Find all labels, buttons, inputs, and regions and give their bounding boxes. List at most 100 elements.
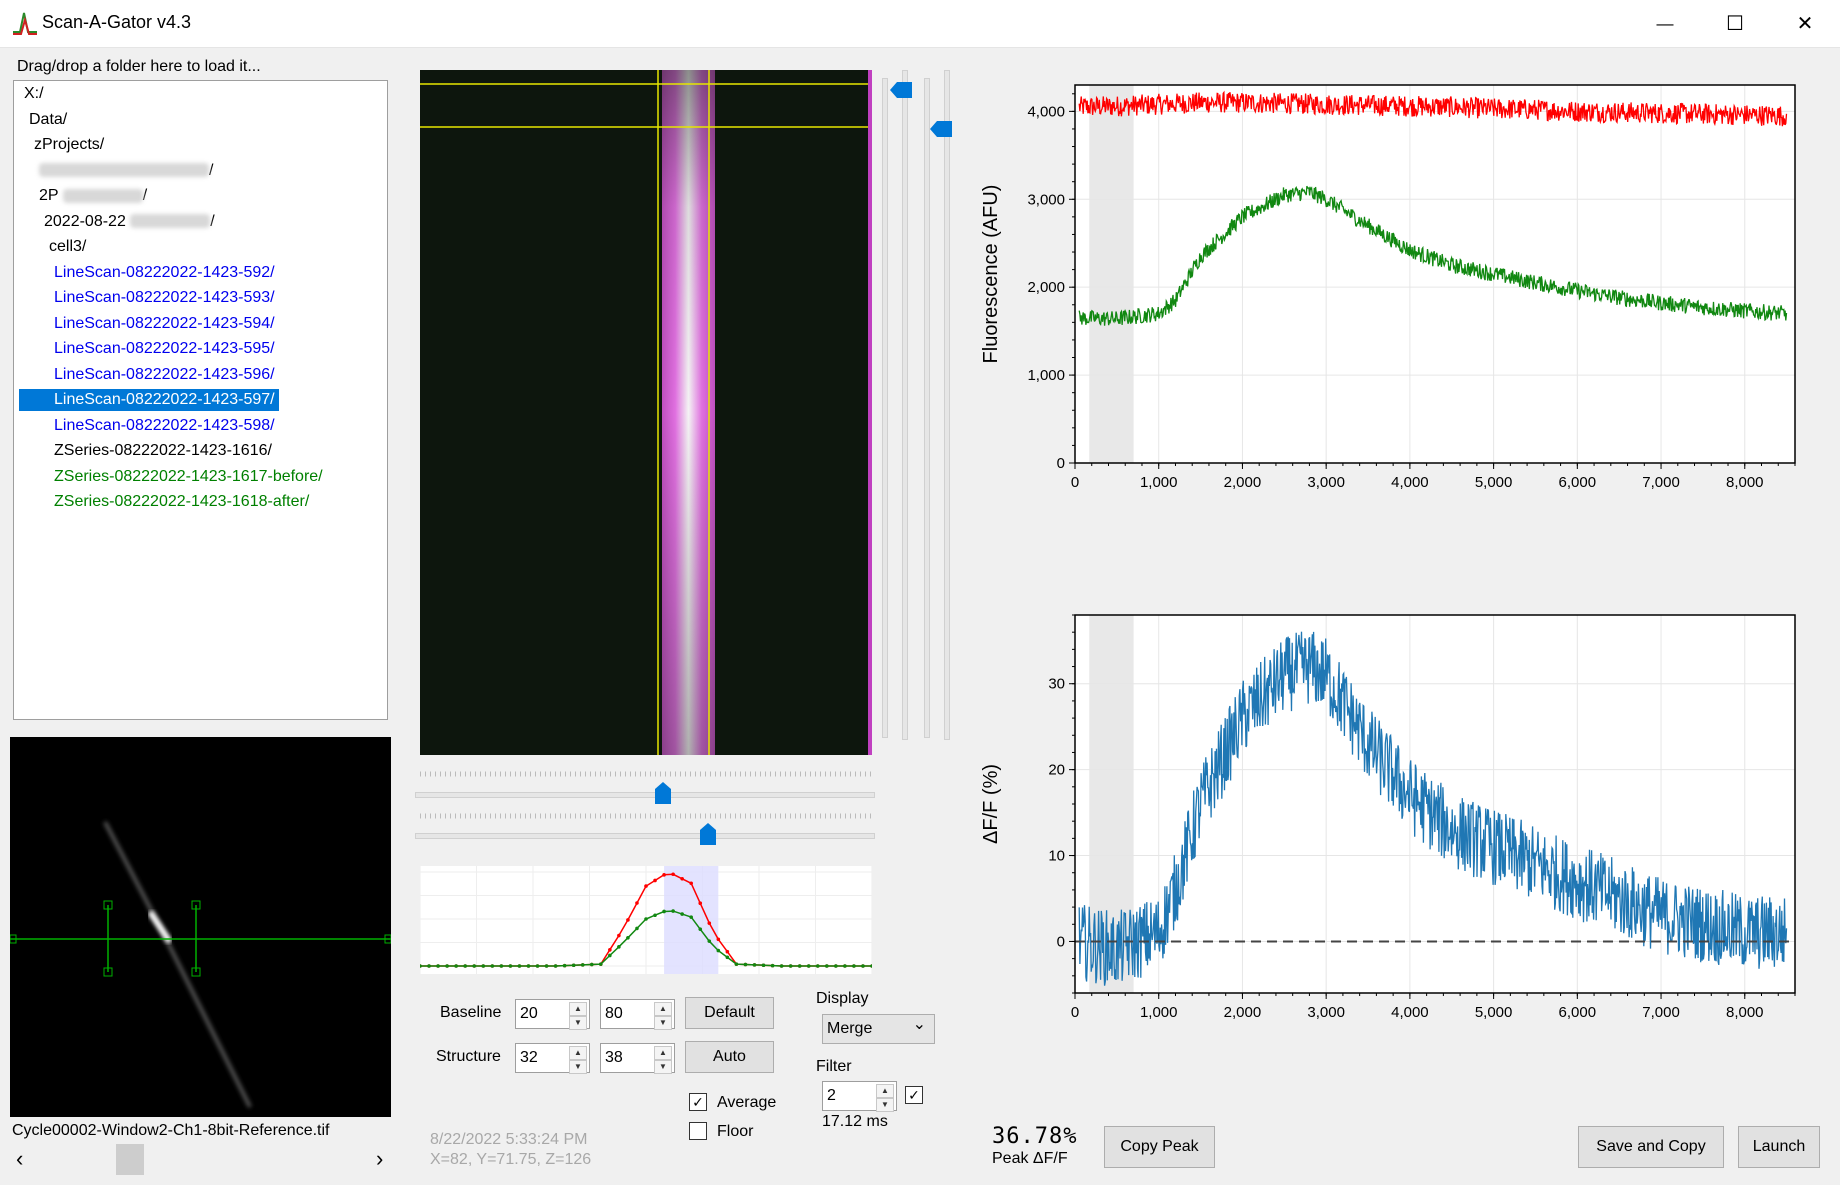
scrollbar-thumb[interactable] [116, 1144, 144, 1175]
signal-band-shade [662, 70, 715, 755]
baseline-end-thumb[interactable] [930, 121, 954, 137]
display-select[interactable]: Merge ⌄ [822, 1014, 935, 1044]
filter-enable-checkbox[interactable]: ✓ [905, 1086, 923, 1104]
folder-tree[interactable]: X:/ Data/zProjects/ / 2P / 2022-08-22 / cell3… [13, 80, 388, 720]
structure-max-stepper[interactable]: 38 ▲ ▼ [600, 1043, 675, 1074]
baseline-vslider-track[interactable] [902, 70, 908, 740]
tree-item[interactable]: LineScan-08222022-1423-592/ [54, 262, 275, 284]
profile-point [725, 955, 730, 960]
structure-min-stepper[interactable]: 32 ▲ ▼ [515, 1043, 590, 1074]
roi-handle[interactable] [103, 900, 113, 910]
tree-item[interactable]: LineScan-08222022-1423-594/ [54, 313, 275, 335]
profile-point [662, 873, 666, 877]
profile-point [716, 948, 721, 953]
spin-down-icon[interactable]: ▼ [654, 1016, 672, 1030]
tree-item-label: X:/ [24, 85, 44, 102]
roi-handle[interactable] [103, 967, 113, 977]
x-tick-label: 2,000 [1224, 1004, 1262, 1021]
plot-border [1074, 614, 1796, 994]
y-tick-label: 10 [1048, 848, 1065, 865]
maximize-icon: ☐ [1726, 13, 1744, 35]
roi-handle[interactable] [191, 967, 201, 977]
floor-checkbox[interactable] [689, 1122, 707, 1140]
x-tick-label: 5,000 [1475, 1004, 1513, 1021]
save-and-copy-button[interactable]: Save and Copy [1578, 1126, 1724, 1168]
baseline-vslider-track[interactable] [924, 78, 930, 738]
profile-point [662, 909, 666, 914]
linescan-edge [868, 70, 872, 755]
scroll-right-icon[interactable]: › [376, 1146, 384, 1171]
profile-point [526, 964, 531, 968]
horizontal-scrollbar[interactable]: ‹ › [10, 1142, 391, 1177]
default-button[interactable]: Default [685, 997, 774, 1029]
tree-item[interactable]: 2P / [39, 185, 147, 207]
tree-item[interactable]: LineScan-08222022-1423-593/ [54, 287, 275, 309]
filter-stepper[interactable]: 2 ▲ ▼ [822, 1081, 897, 1112]
baseline-min-stepper[interactable]: 20 ▲ ▼ [515, 999, 590, 1030]
dff-chart[interactable]: 0 1,000 2,000 3,000 4,000 5,000 6,000 7,000 8,00… [970, 600, 1810, 1080]
fluorescence-chart[interactable]: 0 1,000 2,000 3,000 4,000 5,000 6,000 7,000 8,00… [970, 70, 1810, 550]
spin-down-icon[interactable]: ▼ [654, 1060, 672, 1074]
tree-item[interactable]: ZSeries-08222022-1423-1616/ [54, 440, 272, 462]
spin-down-icon[interactable]: ▼ [569, 1060, 587, 1074]
profile-point [617, 945, 621, 949]
baseline-vslider-track[interactable] [882, 78, 888, 738]
structure-start-slider-track[interactable] [415, 792, 875, 798]
x-tick-label: 4,000 [1391, 474, 1429, 491]
spin-up-icon[interactable]: ▲ [654, 1046, 672, 1060]
slider-ticks [420, 771, 875, 777]
tree-item[interactable]: LineScan-08222022-1423-595/ [54, 338, 275, 360]
profile-point [454, 964, 458, 968]
y-tick-label: 4,000 [1027, 103, 1065, 120]
linescan-image[interactable] [420, 70, 872, 755]
roi-handle[interactable] [9, 934, 17, 944]
spin-down-icon[interactable]: ▼ [569, 1016, 587, 1030]
baseline-vslider-track[interactable] [944, 70, 950, 740]
baseline-start-thumb[interactable] [890, 82, 914, 98]
profile-point [797, 964, 802, 968]
profile-point [861, 964, 865, 968]
tree-item[interactable]: ZSeries-08222022-1423-1617-before/ [54, 466, 323, 488]
tree-item[interactable]: LineScan-08222022-1423-598/ [54, 415, 275, 437]
launch-button[interactable]: Launch [1738, 1126, 1820, 1168]
tree-item[interactable]: LineScan-08222022-1423-596/ [54, 364, 275, 386]
spin-up-icon[interactable]: ▲ [654, 1002, 672, 1016]
spin-up-icon[interactable]: ▲ [569, 1046, 587, 1060]
tree-item[interactable]: zProjects/ [34, 134, 104, 156]
x-tick-label: 0 [1071, 474, 1079, 491]
tree-item[interactable]: / [39, 160, 213, 182]
scroll-left-icon[interactable]: ‹ [16, 1146, 24, 1171]
y-tick-label: 30 [1048, 676, 1065, 693]
profile-point [716, 937, 721, 942]
tree-item[interactable]: cell3/ [49, 236, 86, 258]
baseline-max-value: 80 [605, 1005, 623, 1022]
close-button[interactable]: ✕ [1770, 0, 1840, 47]
minimize-button[interactable]: — [1630, 0, 1700, 47]
average-checkbox[interactable]: ✓ [689, 1093, 707, 1111]
roi-handle[interactable] [191, 900, 201, 910]
spin-up-icon[interactable]: ▲ [876, 1084, 894, 1098]
spin-down-icon[interactable]: ▼ [876, 1098, 894, 1112]
profile-point [553, 964, 558, 968]
structure-end-thumb[interactable] [700, 823, 716, 845]
profile-point [707, 921, 712, 925]
reference-image[interactable] [9, 737, 392, 1117]
app-logo-icon [13, 12, 37, 35]
copy-peak-button[interactable]: Copy Peak [1104, 1126, 1215, 1168]
tree-item[interactable]: X:/ [24, 83, 44, 105]
x-tick-label: 0 [1071, 1004, 1079, 1021]
tree-item[interactable]: Data/ [29, 109, 67, 131]
tree-item[interactable]: LineScan-08222022-1423-597/ [19, 389, 279, 411]
structure-start-thumb[interactable] [655, 782, 671, 804]
structure-end-slider-track[interactable] [415, 833, 875, 839]
y-axis-label: ΔF/F (%) [980, 764, 1002, 844]
spin-up-icon[interactable]: ▲ [569, 1002, 587, 1016]
tree-item[interactable]: ZSeries-08222022-1423-1618-after/ [54, 491, 309, 513]
baseline-max-stepper[interactable]: 80 ▲ ▼ [600, 999, 675, 1030]
auto-button[interactable]: Auto [685, 1041, 774, 1073]
profile-point [472, 964, 477, 968]
tree-item[interactable]: 2022-08-22 / [44, 211, 215, 233]
baseline-min-value: 20 [520, 1005, 538, 1022]
maximize-button[interactable]: ☐ [1700, 0, 1770, 47]
tree-item-suffix: / [210, 212, 215, 230]
